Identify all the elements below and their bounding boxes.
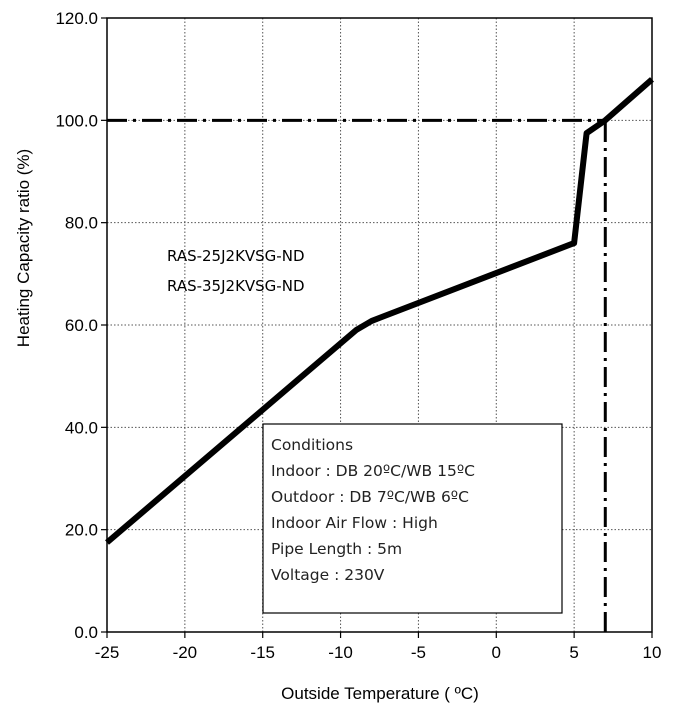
capacity-curve	[105, 77, 654, 545]
y-tick-label: 100.0	[55, 111, 98, 130]
y-tick-label: 120.0	[55, 9, 98, 28]
x-tick-label: 5	[569, 643, 578, 662]
model-label-1: RAS-25J2KVSG-ND	[167, 247, 305, 265]
conditions-box-frame	[262, 423, 563, 614]
x-tick-label: -20	[173, 643, 198, 662]
conditions-voltage: Voltage : 230V	[271, 566, 385, 584]
conditions-air-flow: Indoor Air Flow : High	[271, 514, 438, 532]
y-tick-label: 80.0	[65, 214, 98, 233]
x-tick-label: -15	[250, 643, 275, 662]
conditions-indoor: Indoor : DB 20ºC/WB 15ºC	[271, 462, 475, 480]
x-tick-label: 0	[492, 643, 501, 662]
conditions-outdoor: Outdoor : DB 7ºC/WB 6ºC	[271, 488, 469, 506]
x-tick-label: -5	[411, 643, 426, 662]
x-tick-label: -10	[328, 643, 353, 662]
y-tick-label: 40.0	[65, 418, 98, 437]
conditions-pipe-length: Pipe Length : 5m	[271, 540, 402, 558]
x-tick-label: -25	[95, 643, 120, 662]
x-axis-title: Outside Temperature ( ºC)	[281, 684, 479, 703]
conditions-title: Conditions	[271, 436, 353, 454]
y-tick-label: 20.0	[65, 521, 98, 540]
conditions-box: Conditions Indoor : DB 20ºC/WB 15ºC Outd…	[262, 423, 563, 614]
y-tick-label: 60.0	[65, 316, 98, 335]
series-layer	[105, 77, 654, 545]
ticks	[101, 17, 653, 638]
y-axis-title: Heating Capacity ratio (%)	[14, 149, 33, 347]
reference-lines	[107, 118, 607, 632]
x-tick-label: 10	[643, 643, 662, 662]
model-label-2: RAS-35J2KVSG-ND	[167, 277, 305, 295]
model-labels: RAS-25J2KVSG-ND RAS-35J2KVSG-ND	[167, 247, 305, 295]
y-tick-label: 0.0	[74, 623, 98, 642]
tick-labels: -25 -20 -15 -10 -5 0 5 100.020.040.060.080.0100…	[55, 9, 661, 662]
